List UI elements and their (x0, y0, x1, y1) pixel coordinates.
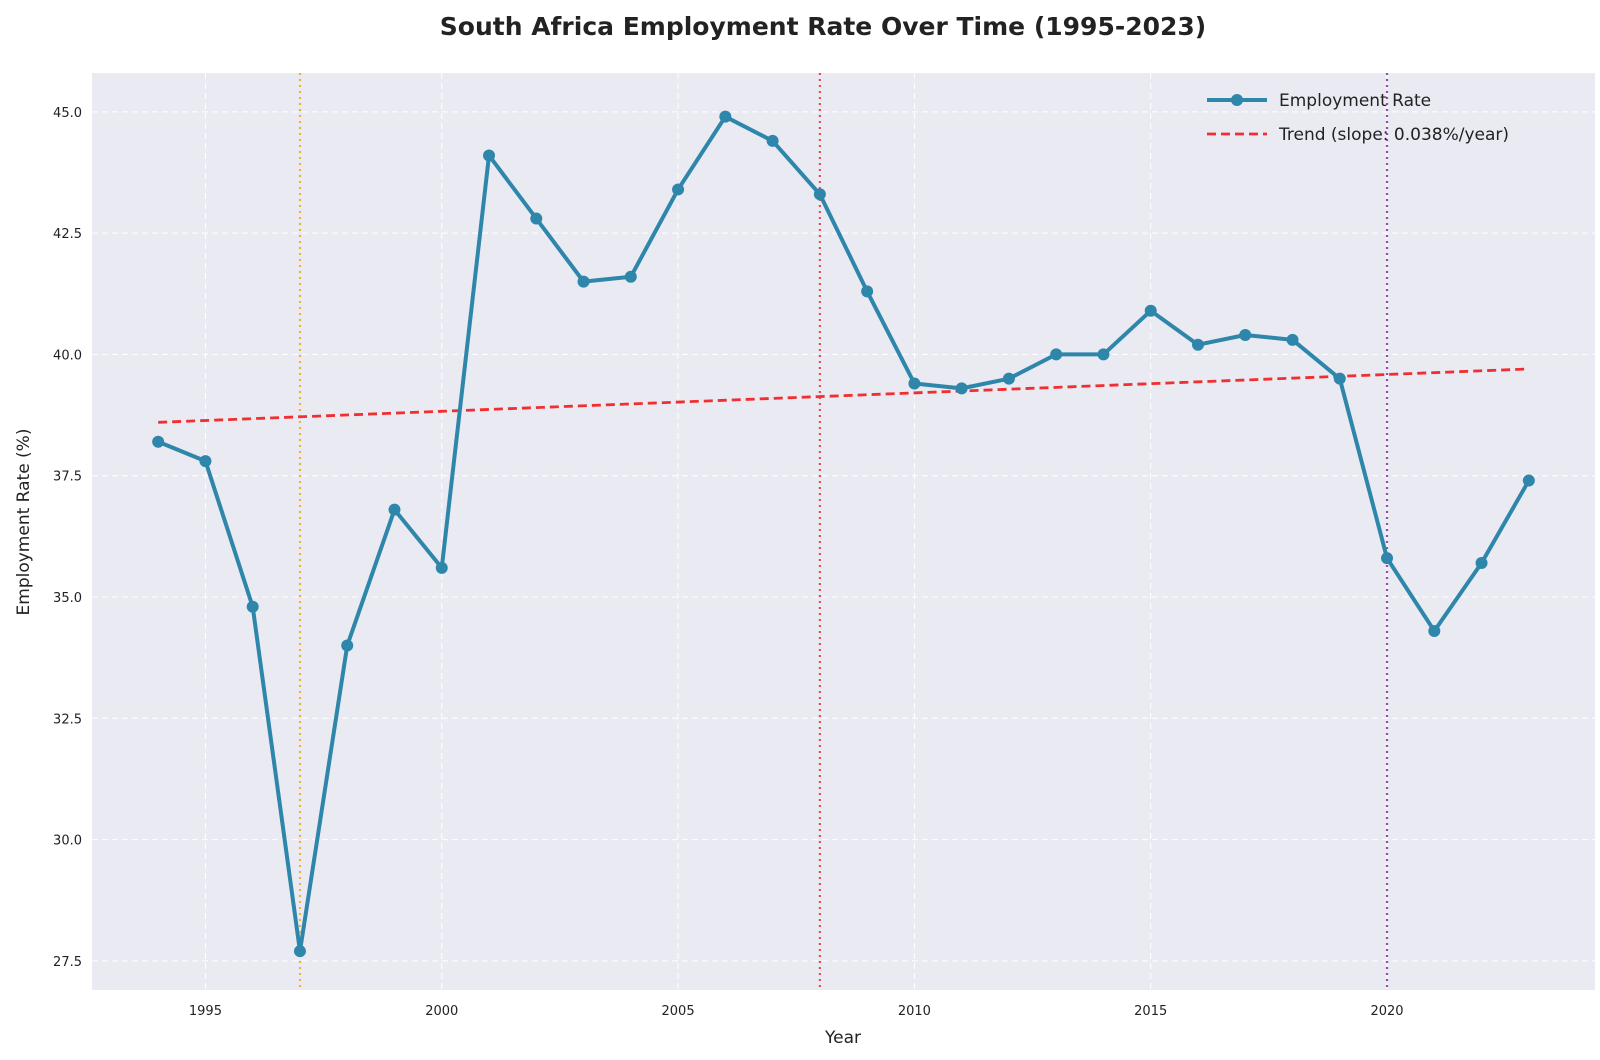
data-point (955, 382, 968, 395)
plot-area (92, 73, 1595, 990)
data-point (908, 377, 921, 390)
grid (92, 73, 1595, 990)
data-point (1381, 552, 1394, 565)
data-point (719, 110, 732, 123)
data-point (1475, 557, 1488, 570)
legend: Employment Rate Trend (slope: 0.038%/year… (1207, 91, 1509, 145)
data-point (813, 188, 826, 201)
y-tick-label: 32.5 (53, 712, 82, 727)
data-point (199, 455, 212, 468)
data-point (246, 600, 259, 613)
data-point (152, 435, 165, 448)
x-tick-label: 2005 (662, 1004, 695, 1019)
x-tick-label: 2020 (1370, 1004, 1403, 1019)
data-point (766, 134, 779, 147)
y-tick-label: 27.5 (53, 955, 82, 970)
data-point (672, 183, 685, 196)
data-point (861, 285, 874, 298)
data-point (1002, 372, 1015, 385)
data-point (483, 149, 496, 162)
employment-rate-line (157, 114, 1531, 954)
data-point (388, 503, 401, 516)
x-tick-label: 2000 (425, 1004, 458, 1019)
series (152, 110, 1535, 958)
y-tick-label: 40.0 (53, 348, 82, 363)
y-axis-label: Employment Rate (%) (14, 429, 34, 616)
data-point (624, 270, 637, 283)
data-point (1428, 624, 1441, 637)
x-tick-label: 1995 (189, 1004, 222, 1019)
trend-line (158, 367, 1529, 424)
x-axis-label: Year (824, 1028, 861, 1048)
legend-marker-employment (1231, 94, 1243, 106)
y-tick-label: 42.5 (53, 227, 82, 242)
data-point (1522, 474, 1535, 487)
data-point (1286, 333, 1299, 346)
data-point (293, 945, 306, 958)
y-tick-label: 35.0 (53, 591, 82, 606)
y-tick-label: 37.5 (53, 470, 82, 485)
data-point (435, 561, 448, 574)
data-point (1144, 304, 1157, 317)
x-tick-label: 2015 (1134, 1004, 1167, 1019)
ticks: 1995 2000 2005 2010 2015 2020 27.5 30.0 32.5 35.0… (53, 106, 1404, 1019)
chart-title: South Africa Employment Rate Over Time (… (440, 12, 1206, 41)
y-tick-label: 30.0 (53, 834, 82, 849)
y-tick-label: 45.0 (53, 106, 82, 121)
data-point (1050, 348, 1063, 361)
data-point (1333, 372, 1346, 385)
data-point (341, 639, 354, 652)
legend-label-employment: Employment Rate (1279, 91, 1431, 111)
data-point (1097, 348, 1110, 361)
data-point (577, 275, 590, 288)
data-point (1239, 329, 1252, 341)
legend-label-trend: Trend (slope: 0.038%/year) (1278, 125, 1509, 145)
data-point (1191, 338, 1204, 351)
x-tick-label: 2010 (898, 1004, 931, 1019)
data-point (530, 212, 543, 225)
